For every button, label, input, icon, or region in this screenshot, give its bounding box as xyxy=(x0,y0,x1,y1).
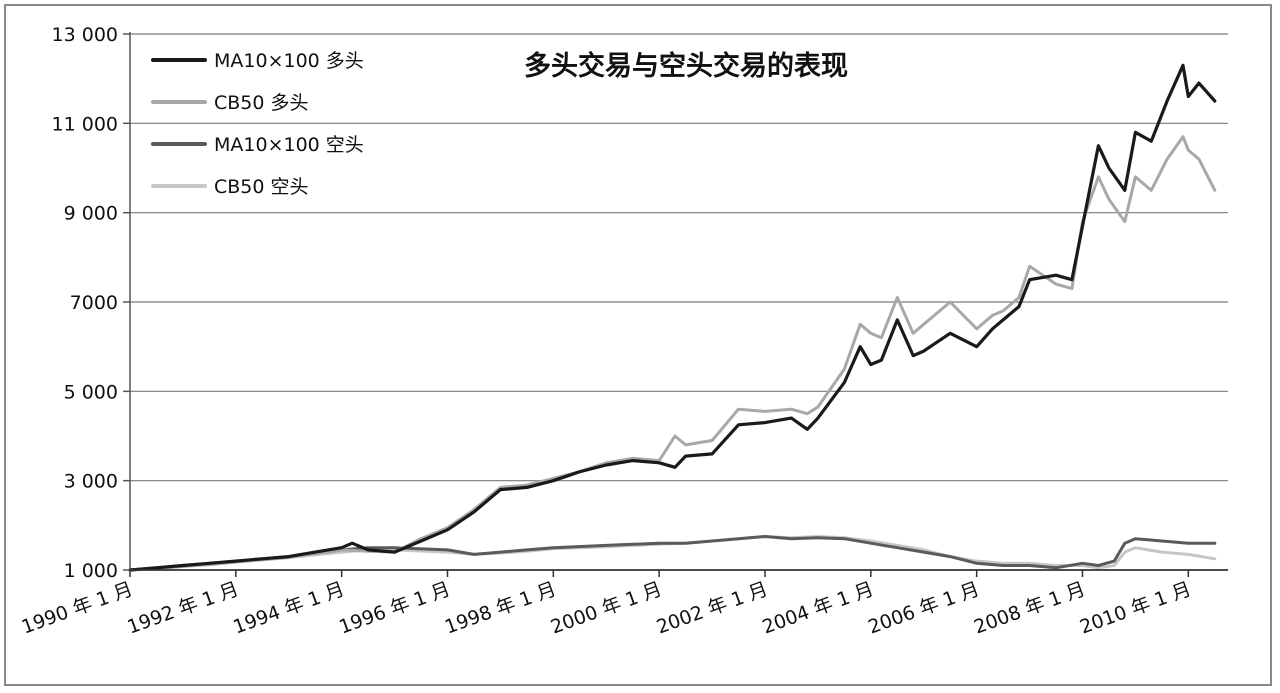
x-tick-label: 2006 年 1 月 xyxy=(865,578,982,639)
y-axis-ticks: 1 000 3 000 5 000 7000 9 000 11 000 13 000 xyxy=(52,24,130,582)
y-tick-label: 5 000 xyxy=(64,381,118,403)
chart-frame xyxy=(4,4,1272,686)
legend-label: CB50 空头 xyxy=(214,176,309,198)
legend-label: MA10×100 空头 xyxy=(214,134,364,156)
legend-label: CB50 多头 xyxy=(214,92,309,114)
series-line-3 xyxy=(128,535,1217,572)
x-tick-label: 2000 年 1 月 xyxy=(548,578,665,639)
series-line-1 xyxy=(128,63,1217,572)
series-line-2 xyxy=(128,135,1217,572)
gridlines xyxy=(130,33,1228,482)
x-tick-label: 2010 年 1 月 xyxy=(1077,578,1194,639)
y-tick-label: 7000 xyxy=(70,292,118,314)
x-tick-label: 2008 年 1 月 xyxy=(971,578,1088,639)
y-tick-label: 1 000 xyxy=(64,560,118,582)
y-tick-label: 11 000 xyxy=(52,113,118,135)
y-tick-label: 13 000 xyxy=(52,24,118,46)
chart-title: 多头交易与空头交易的表现 xyxy=(524,50,848,82)
y-tick-label: 3 000 xyxy=(64,471,118,493)
x-tick-label: 2004 年 1 月 xyxy=(759,578,876,639)
series-layer xyxy=(128,63,1217,572)
x-tick-label: 1998 年 1 月 xyxy=(442,578,559,639)
legend: MA10×100 多头 CB50 多头 MA10×100 空头 CB50 空头 xyxy=(151,50,364,198)
x-tick-label: 1992 年 1 月 xyxy=(124,578,241,639)
x-tick-label: 2002 年 1 月 xyxy=(654,578,771,639)
x-tick-label: 1994 年 1 月 xyxy=(230,578,347,639)
x-tick-label: 1990 年 1 月 xyxy=(19,578,136,639)
legend-label: MA10×100 多头 xyxy=(214,50,364,72)
y-tick-label: 9 000 xyxy=(64,203,118,225)
x-tick-label: 1996 年 1 月 xyxy=(336,578,453,639)
series-line-4 xyxy=(128,535,1217,572)
